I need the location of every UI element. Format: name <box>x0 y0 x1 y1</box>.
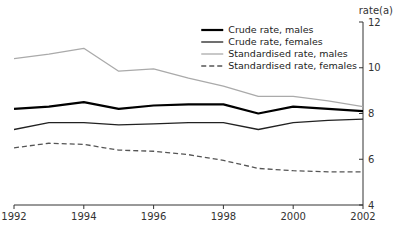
series-line <box>14 143 363 172</box>
y-tick-label: 10 <box>368 62 381 73</box>
x-tick-label: 1992 <box>1 211 26 222</box>
y-tick <box>359 113 363 114</box>
x-tick-label: 2000 <box>280 211 305 222</box>
series-line <box>14 48 363 106</box>
legend-handle <box>201 41 223 42</box>
y-tick-label: 4 <box>368 200 374 211</box>
series-line <box>14 119 363 129</box>
x-tick-label: 1998 <box>211 211 236 222</box>
x-tick-label: 1996 <box>141 211 166 222</box>
x-tick-label: 2002 <box>350 211 375 222</box>
legend-label: Crude rate, males <box>228 24 313 35</box>
x-tick <box>83 205 84 209</box>
x-tick <box>14 205 15 209</box>
y-tick <box>359 22 363 23</box>
series-line <box>14 102 363 113</box>
legend-handle <box>201 65 223 66</box>
y-tick-label: 6 <box>368 154 374 165</box>
x-tick-label: 1994 <box>71 211 96 222</box>
y-axis-label: rate(a) <box>359 5 393 16</box>
y-tick <box>359 205 363 206</box>
y-tick <box>359 67 363 68</box>
y-tick-label: 12 <box>368 17 381 28</box>
y-tick-label: 8 <box>368 108 374 119</box>
chart: 1992199419961998200020024681012rate(a)Cr… <box>0 0 397 227</box>
legend-label: Crude rate, females <box>228 36 323 47</box>
x-tick <box>153 205 154 209</box>
legend-handle <box>201 53 223 54</box>
y-tick <box>359 159 363 160</box>
legend-handle <box>201 29 223 31</box>
x-tick <box>363 205 364 209</box>
legend-label: Standardised rate, males <box>228 48 348 59</box>
legend: Crude rate, malesCrude rate, femalesStan… <box>201 24 357 71</box>
plot-area <box>14 48 363 172</box>
x-tick <box>293 205 294 209</box>
x-axis-line <box>14 205 363 206</box>
x-tick <box>223 205 224 209</box>
legend-label: Standardised rate, females <box>228 60 357 71</box>
